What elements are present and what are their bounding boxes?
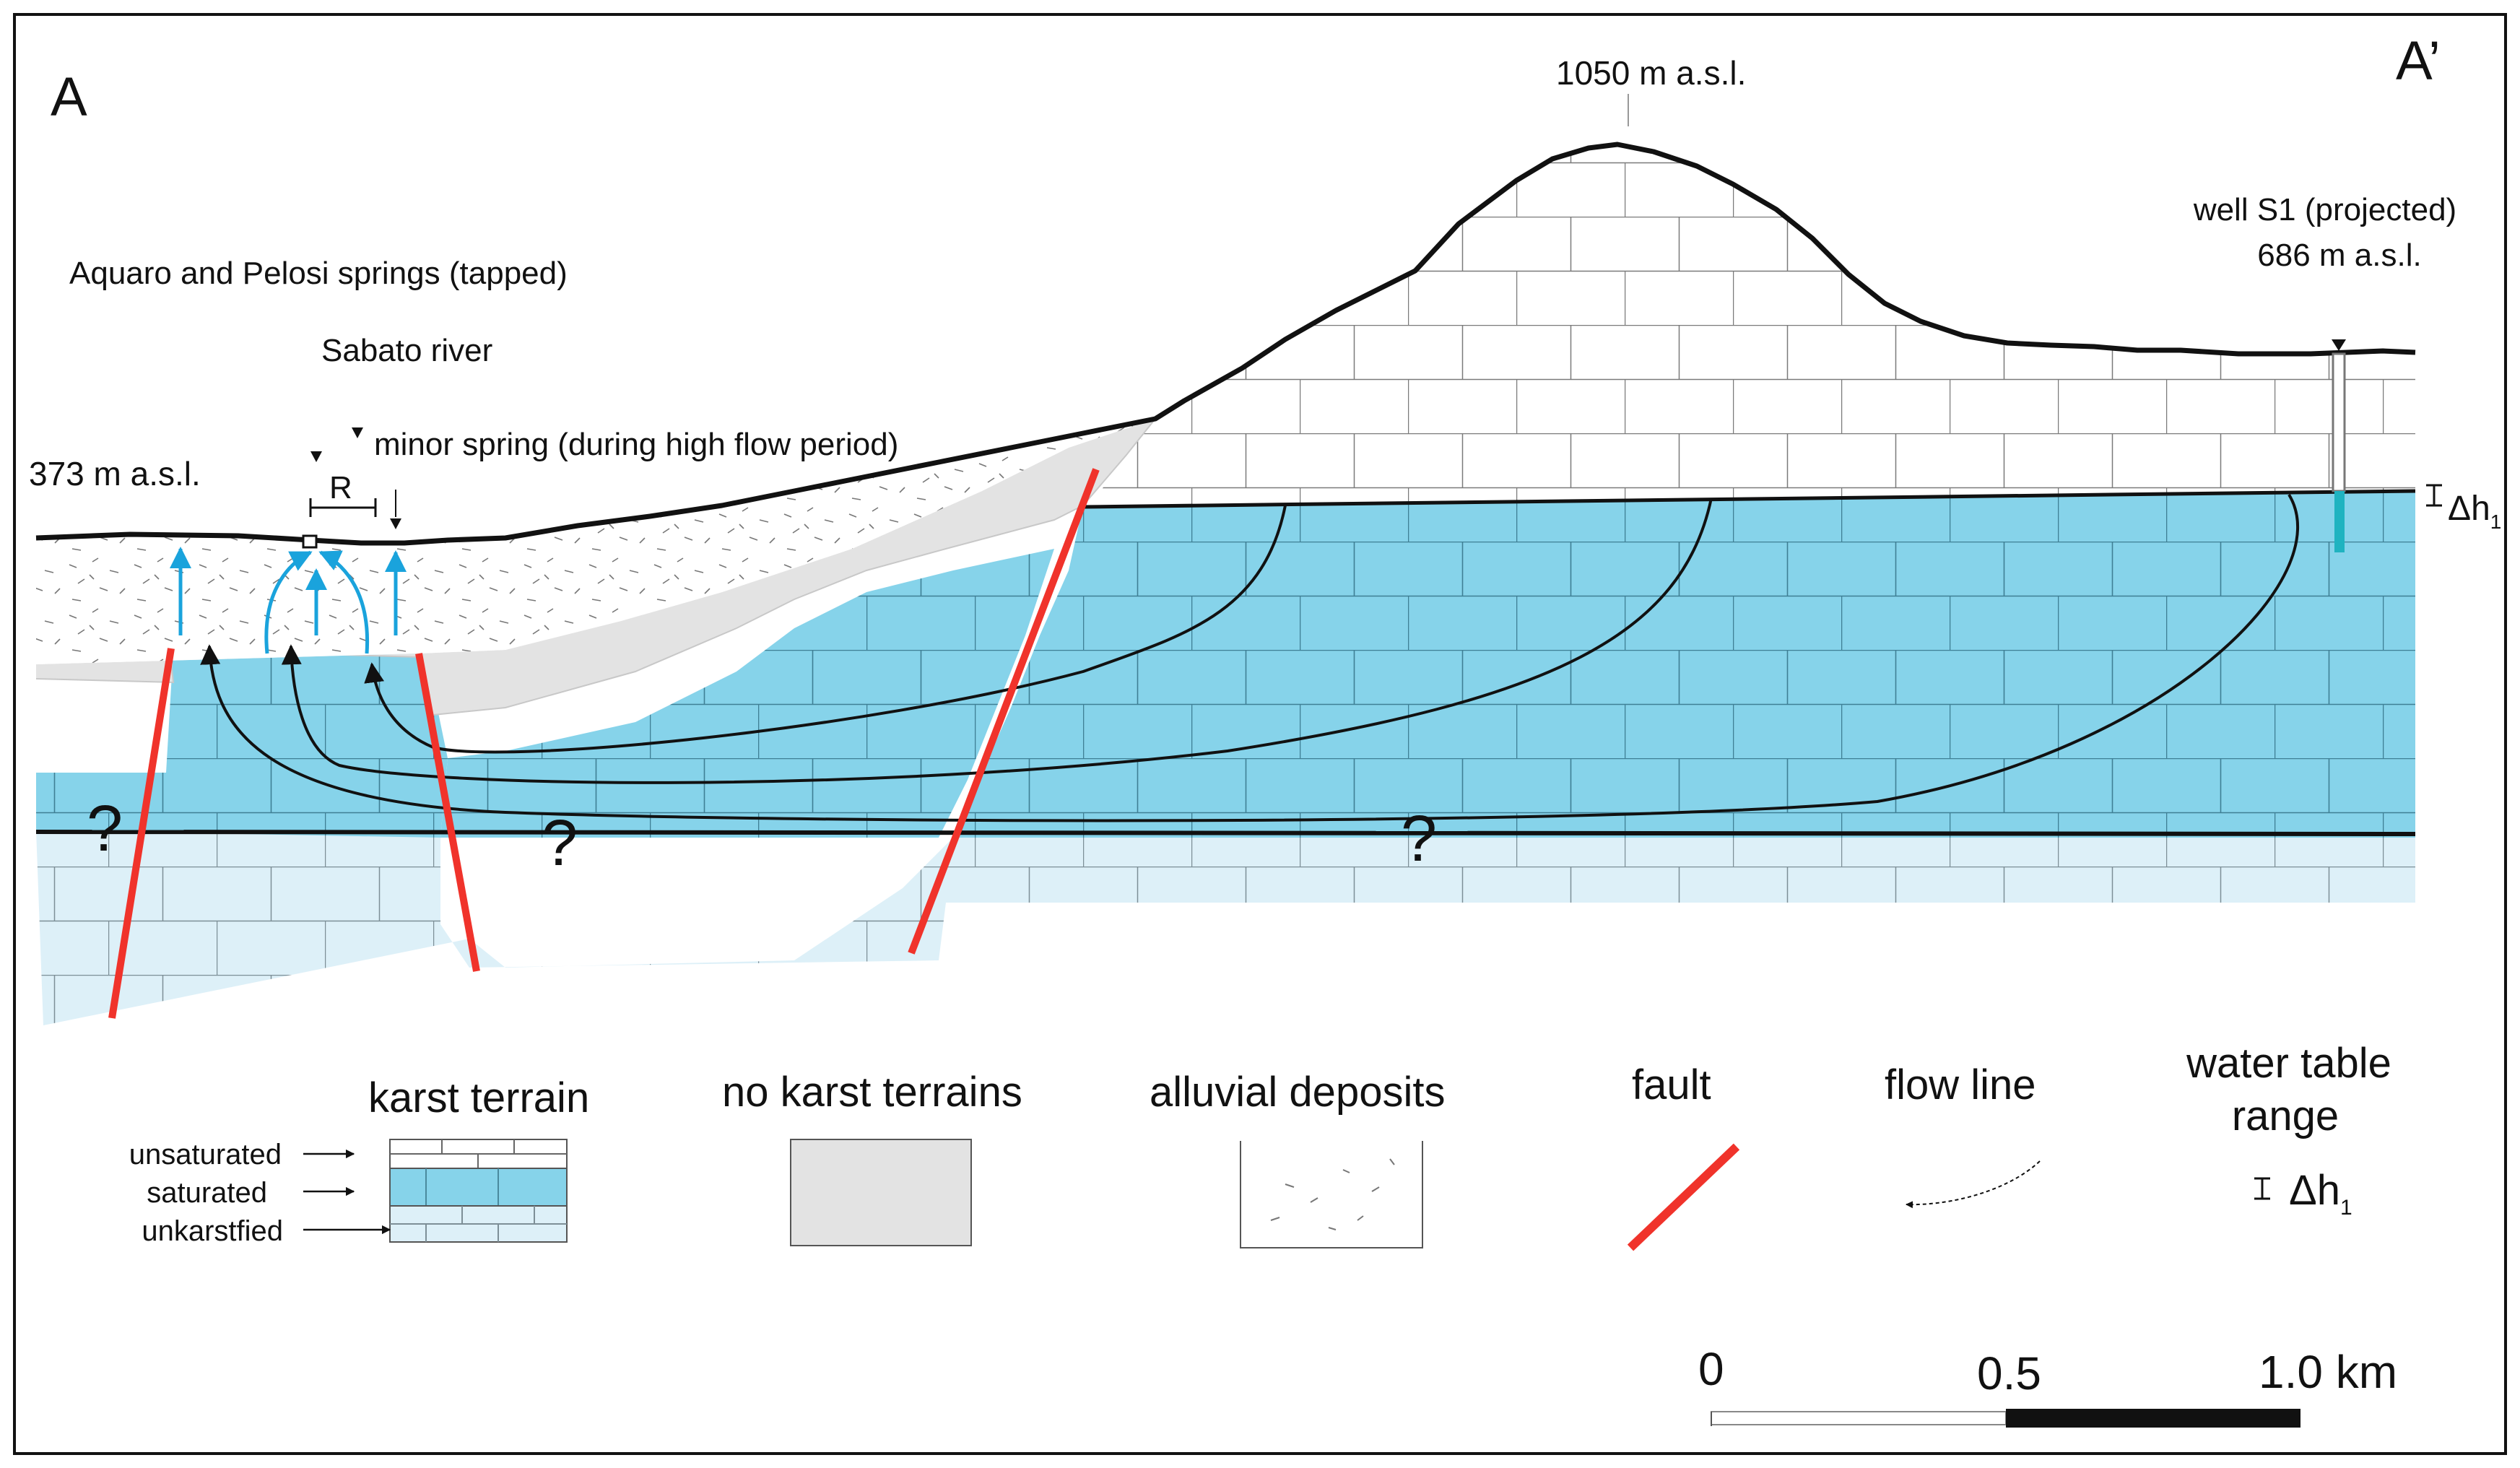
legend-unsaturated: unsaturated [129, 1139, 282, 1171]
river-width-label: R [329, 470, 352, 505]
river-width-bar [309, 498, 377, 517]
no-karst-layer [36, 419, 1155, 715]
flow-line [200, 493, 2299, 822]
legend-karst-swatch [389, 1139, 568, 1243]
figure-frame [13, 13, 2507, 1455]
geology [35, 94, 2416, 1025]
well-name-label: well S1 (projected) [2193, 192, 2456, 227]
unknown-mark: ? [87, 793, 123, 865]
unkarstified-layer [36, 830, 2415, 1025]
spring-box [302, 534, 318, 549]
legend-no-karst-title: no karst terrains [722, 1069, 1022, 1116]
unknown-mark: ? [1401, 803, 1437, 875]
fault-line [415, 653, 480, 972]
legend-unkarstified: unkarstfied [142, 1215, 283, 1247]
flow-line [364, 505, 1287, 754]
section-start-label: A [51, 66, 87, 128]
peak-elevation-label: 1050 m a.s.l. [1556, 54, 1746, 92]
legend-flow-line-swatch [1906, 1160, 2041, 1209]
section-end-label: A’ [2396, 30, 2441, 92]
unsaturated-karst [1090, 144, 2415, 505]
legend-fault-title: fault [1632, 1061, 1711, 1108]
saturated-karst-middle [440, 549, 1054, 838]
delta-h-label: Δh1 [2448, 490, 2501, 533]
well-elevation-label: 686 m a.s.l. [2257, 238, 2421, 273]
river-label: Sabato river [321, 333, 492, 368]
well-marker-icon [2332, 339, 2346, 351]
saturated-karst-east [953, 491, 2415, 838]
fault-line [908, 468, 1100, 955]
legend-water-table-title: water table [2186, 1040, 2391, 1087]
scale-bar-black-segment [2006, 1409, 2300, 1428]
water-table-range-marker [2426, 484, 2442, 507]
spring-arrow [264, 550, 313, 654]
legend: karst terrain unsaturated saturated unka… [129, 1040, 2391, 1251]
scale-end-label: 1.0 km [2259, 1346, 2397, 1398]
well-s1 [2332, 339, 2346, 552]
unknown-mark: ? [542, 807, 578, 880]
fault-line [108, 648, 175, 1019]
scale-mid-label: 0.5 [1977, 1347, 2041, 1399]
legend-no-karst-swatch [790, 1139, 972, 1246]
annotations: A A’ 1050 m a.s.l. Aquaro and Pelosi spr… [29, 30, 2501, 880]
minor-spring-marker-icon [352, 427, 363, 438]
legend-delta-h: Δh1 [2289, 1167, 2352, 1220]
legend-alluvial-title: alluvial deposits [1150, 1069, 1445, 1116]
topographic-surface [35, 142, 2416, 546]
river-marker-icon [310, 451, 322, 462]
scale-bar: 0 0.5 1.0 km [1698, 1343, 2397, 1428]
minor-spring-outlet-icon [390, 518, 401, 529]
spring-arrow [318, 550, 370, 654]
legend-fault-swatch [1627, 1143, 1740, 1251]
legend-range-marker [2254, 1177, 2270, 1200]
legend-water-table-title-2: range [2232, 1093, 2339, 1139]
karst-base-line [35, 830, 2416, 836]
legend-saturated: saturated [147, 1177, 267, 1209]
water-table-line [1082, 489, 2416, 509]
scale-bar-white-segment [1711, 1411, 2007, 1425]
flow-line [281, 498, 1713, 784]
legend-alluvial-swatch [1240, 1141, 1423, 1248]
legend-karst-title: karst terrain [368, 1074, 589, 1121]
well-water [2334, 491, 2345, 552]
faults [108, 468, 1100, 1019]
scale-zero-label: 0 [1698, 1343, 1724, 1395]
legend-flow-line-title: flow line [1885, 1061, 2036, 1108]
flow-lines [200, 493, 2299, 822]
springs-label: Aquaro and Pelosi springs (tapped) [69, 256, 568, 291]
well-casing [2332, 352, 2346, 492]
minor-spring-label: minor spring (during high flow period) [374, 427, 898, 462]
left-elevation-label: 373 m a.s.l. [29, 455, 201, 492]
springs [170, 427, 407, 654]
